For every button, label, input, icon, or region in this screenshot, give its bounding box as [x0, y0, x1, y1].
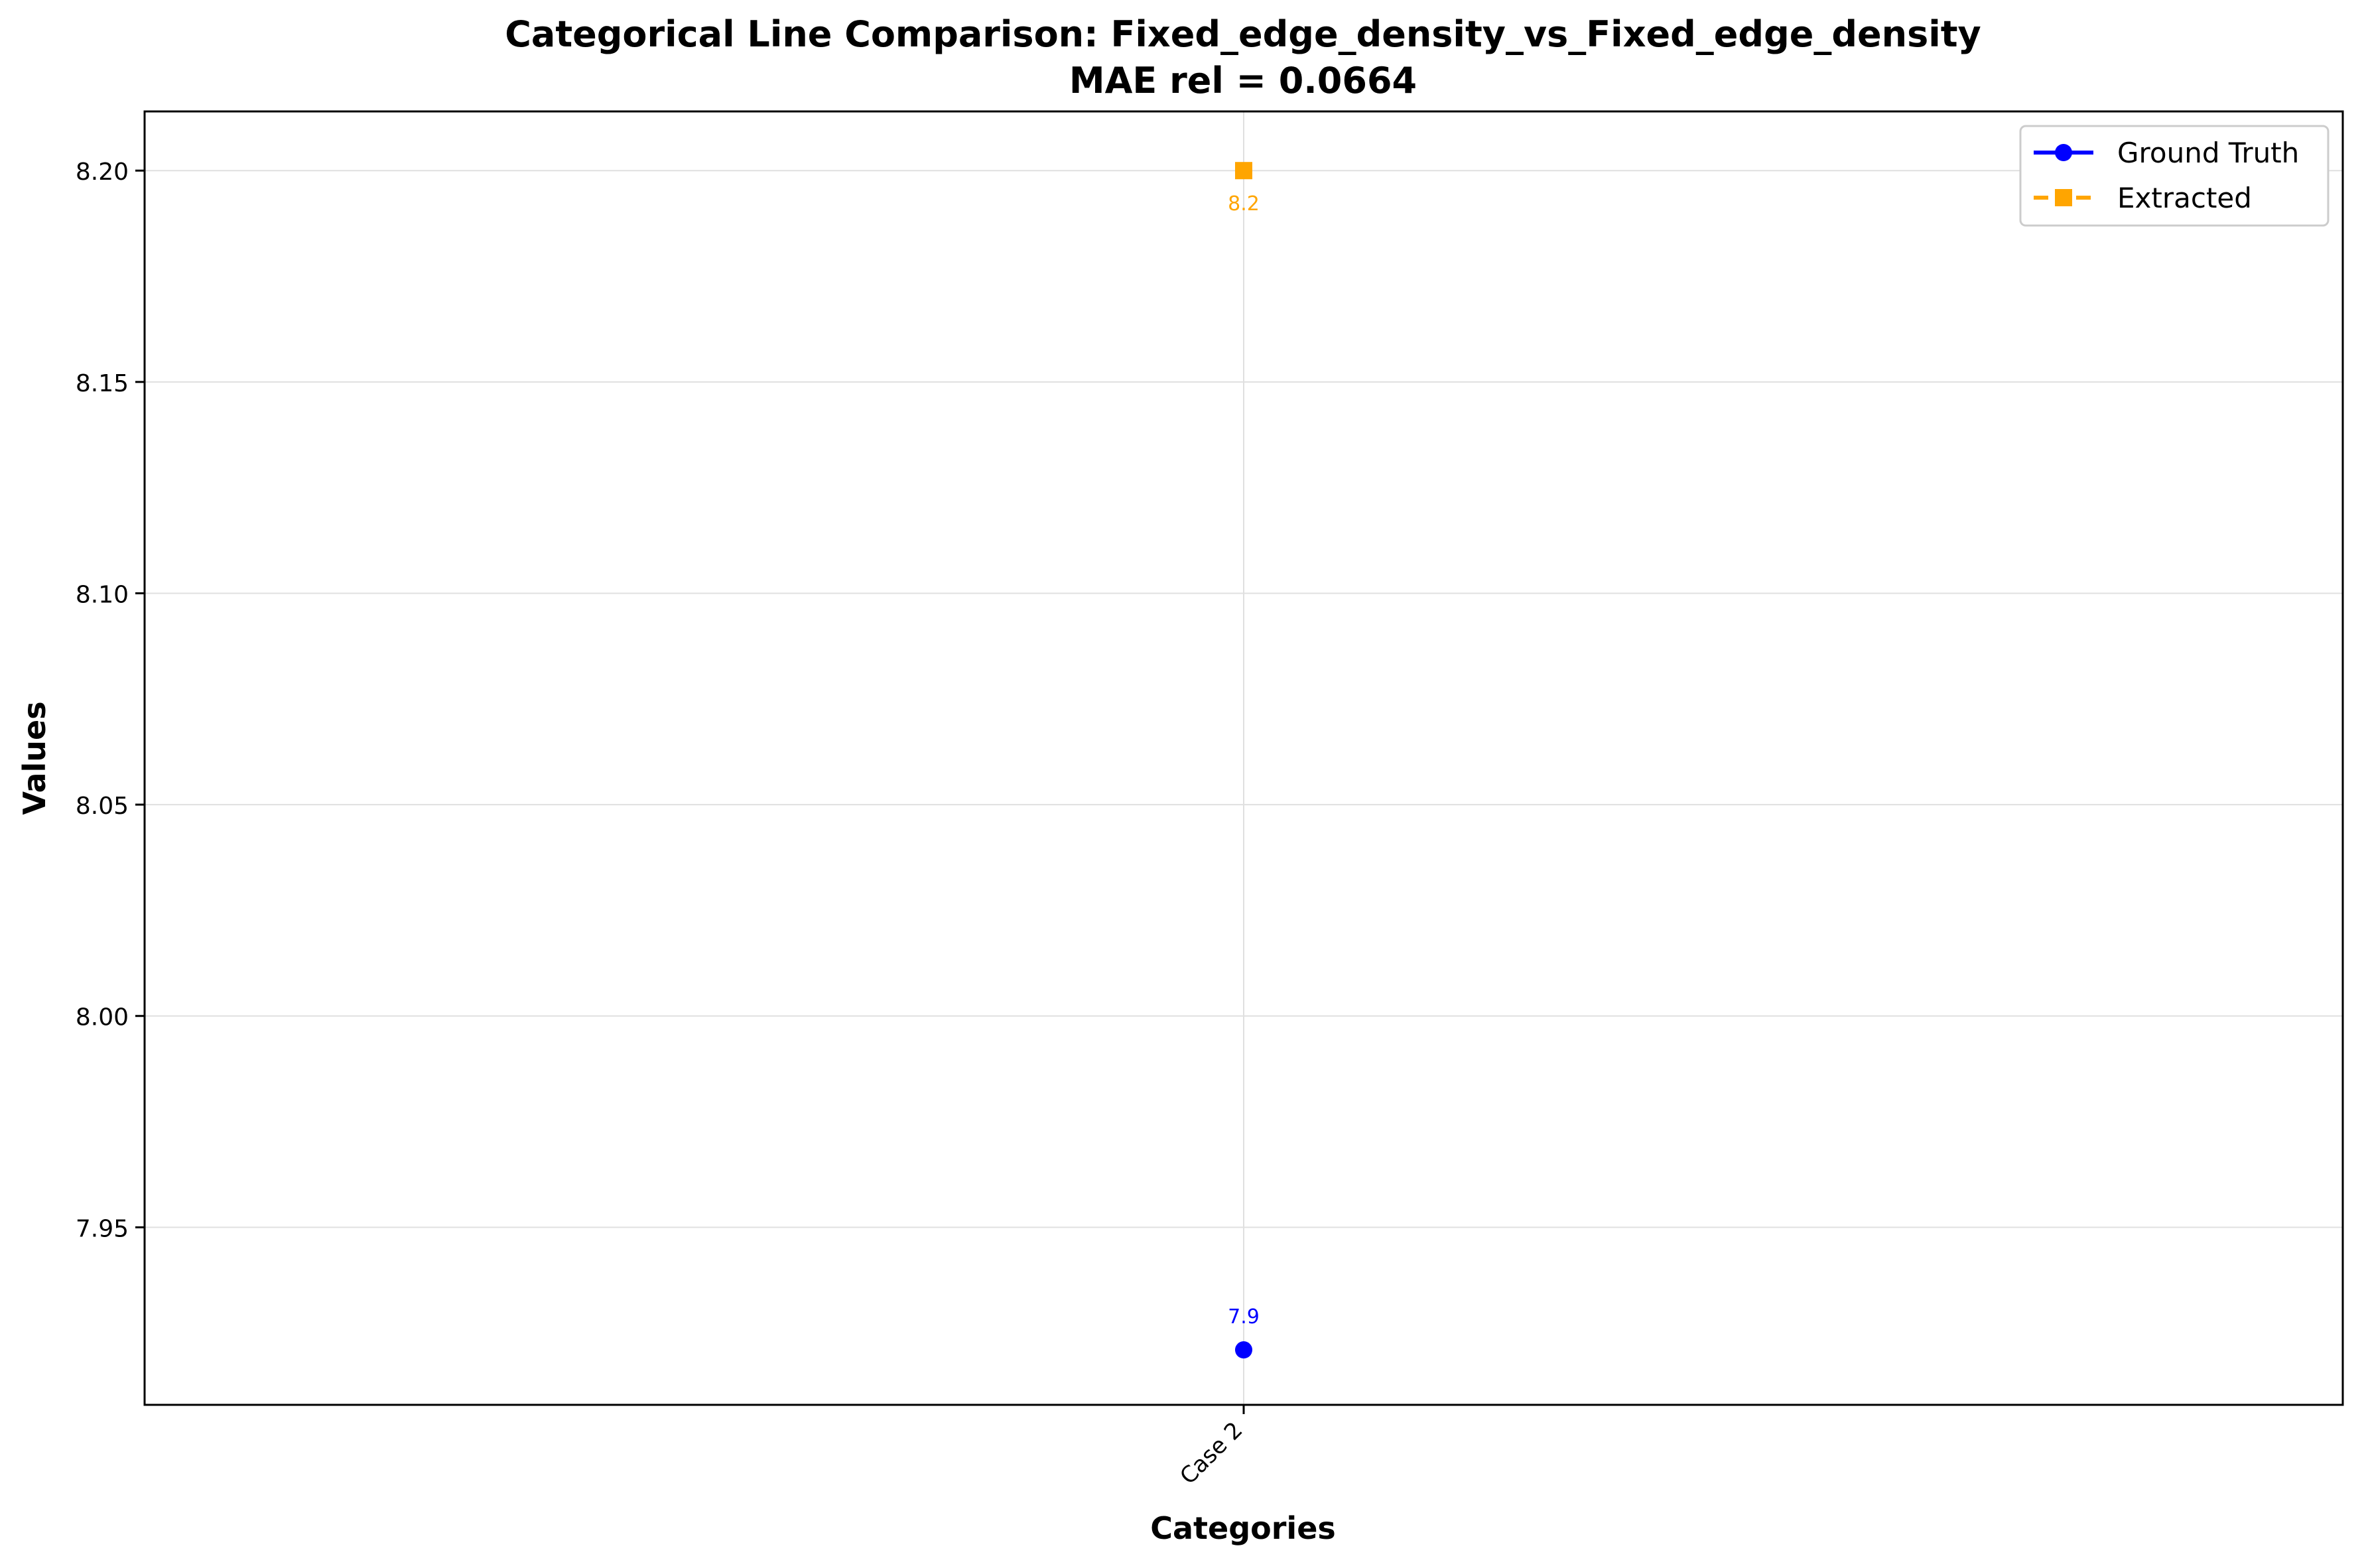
legend-marker	[2055, 189, 2072, 206]
legend-box	[2019, 125, 2330, 227]
legend-label: Ground Truth	[2117, 137, 2299, 169]
y-tick-label: 8.10	[76, 581, 129, 608]
y-tick-label: 8.15	[76, 370, 129, 397]
chart-title: Categorical Line Comparison: Fixed_edge_…	[505, 13, 1981, 55]
plot-frame	[143, 110, 2344, 1406]
chart-subtitle: MAE rel = 0.0664	[1069, 60, 1417, 101]
series-layer: 7.9 8.2	[1228, 162, 1260, 1359]
y-tick-label: 8.05	[76, 793, 129, 820]
y-tick-label: 7.95	[76, 1215, 129, 1242]
legend: Ground Truth Extracted	[2019, 125, 2330, 227]
legend-label: Extracted	[2117, 182, 2252, 214]
data-label: 8.2	[1228, 192, 1260, 216]
y-tick-label: 8.20	[76, 159, 129, 186]
y-axis-label: Values	[17, 701, 52, 815]
data-label: 7.9	[1228, 1305, 1260, 1329]
legend-marker	[2055, 144, 2072, 161]
y-tick-label: 8.00	[76, 1004, 129, 1031]
x-axis-label: Categories	[1150, 1510, 1336, 1546]
data-point	[1235, 162, 1252, 180]
y-axis: 7.95 8.00 8.05 8.10 8.15 8.20	[76, 159, 145, 1242]
data-point	[1235, 1341, 1252, 1359]
